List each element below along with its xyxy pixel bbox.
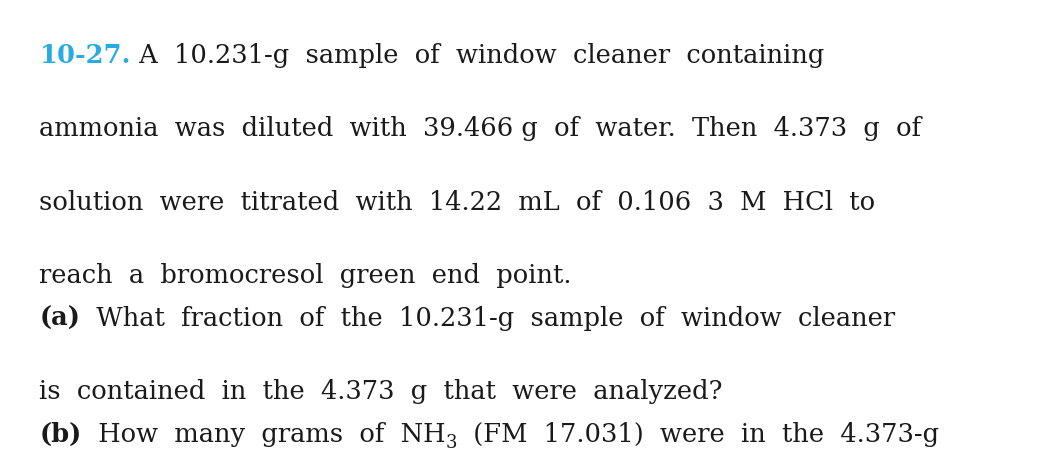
- Text: A  10.231-g  sample  of  window  cleaner  containing: A 10.231-g sample of window cleaner cont…: [131, 43, 824, 68]
- Text: ammonia  was  diluted  with  39.466 g  of  water.  Then  4.373  g  of: ammonia was diluted with 39.466 g of wat…: [39, 116, 922, 141]
- Text: What  fraction  of  the  10.231-g  sample  of  window  cleaner: What fraction of the 10.231-g sample of …: [80, 306, 896, 331]
- Text: 3: 3: [445, 434, 457, 452]
- Text: 10-27.: 10-27.: [39, 43, 131, 68]
- Text: (b): (b): [39, 422, 82, 447]
- Text: reach  a  bromocresol  green  end  point.: reach a bromocresol green end point.: [39, 263, 572, 288]
- Text: solution  were  titrated  with  14.22  mL  of  0.106  3  M  HCl  to: solution were titrated with 14.22 mL of …: [39, 190, 876, 215]
- Text: (FM  17.031)  were  in  the  4.373-g: (FM 17.031) were in the 4.373-g: [457, 422, 939, 447]
- Text: How  many  grams  of  NH: How many grams of NH: [82, 422, 445, 447]
- Text: is  contained  in  the  4.373  g  that  were  analyzed?: is contained in the 4.373 g that were an…: [39, 379, 722, 404]
- Text: (a): (a): [39, 306, 80, 331]
